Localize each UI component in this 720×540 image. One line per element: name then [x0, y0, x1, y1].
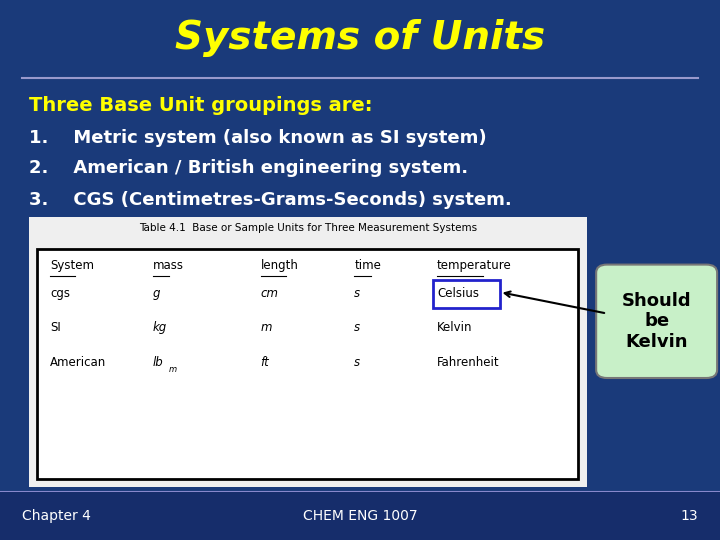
Text: System: System	[50, 259, 94, 272]
Text: 3.    CGS (Centimetres-Grams-Seconds) system.: 3. CGS (Centimetres-Grams-Seconds) syste…	[29, 191, 511, 209]
Bar	[0, 492, 720, 540]
Text: Should
be
Kelvin: Should be Kelvin	[622, 292, 691, 351]
FancyBboxPatch shape	[596, 265, 717, 378]
Text: Kelvin: Kelvin	[437, 321, 472, 334]
Text: lb: lb	[153, 356, 163, 369]
Text: 2.    American / British engineering system.: 2. American / British engineering system…	[29, 159, 468, 178]
Text: 1.    Metric system (also known as SI system): 1. Metric system (also known as SI syste…	[29, 129, 487, 147]
Text: length: length	[261, 259, 299, 272]
Text: kg: kg	[153, 321, 167, 334]
Text: Fahrenheit: Fahrenheit	[437, 356, 500, 369]
Text: m: m	[261, 321, 272, 334]
Bar	[37, 249, 578, 479]
Text: cgs: cgs	[50, 287, 71, 300]
Text: ft: ft	[261, 356, 269, 369]
Text: temperature: temperature	[437, 259, 512, 272]
Text: s: s	[354, 356, 361, 369]
Text: s: s	[354, 287, 361, 300]
Text: g: g	[153, 287, 160, 300]
Text: American: American	[50, 356, 107, 369]
Text: Three Base Unit groupings are:: Three Base Unit groupings are:	[29, 96, 372, 115]
Text: Table 4.1  Base or Sample Units for Three Measurement Systems: Table 4.1 Base or Sample Units for Three…	[139, 223, 477, 233]
Text: 13: 13	[681, 509, 698, 523]
Text: time: time	[354, 259, 381, 272]
Text: s: s	[354, 321, 361, 334]
Text: cm: cm	[261, 287, 279, 300]
Text: CHEM ENG 1007: CHEM ENG 1007	[302, 509, 418, 523]
Text: SI: SI	[50, 321, 61, 334]
Text: Celsius: Celsius	[437, 287, 479, 300]
Bar	[433, 280, 500, 308]
Text: Chapter 4: Chapter 4	[22, 509, 91, 523]
Text: m: m	[168, 365, 176, 374]
Text: Systems of Units: Systems of Units	[175, 19, 545, 57]
Text: mass: mass	[153, 259, 184, 272]
Bar	[29, 217, 587, 487]
